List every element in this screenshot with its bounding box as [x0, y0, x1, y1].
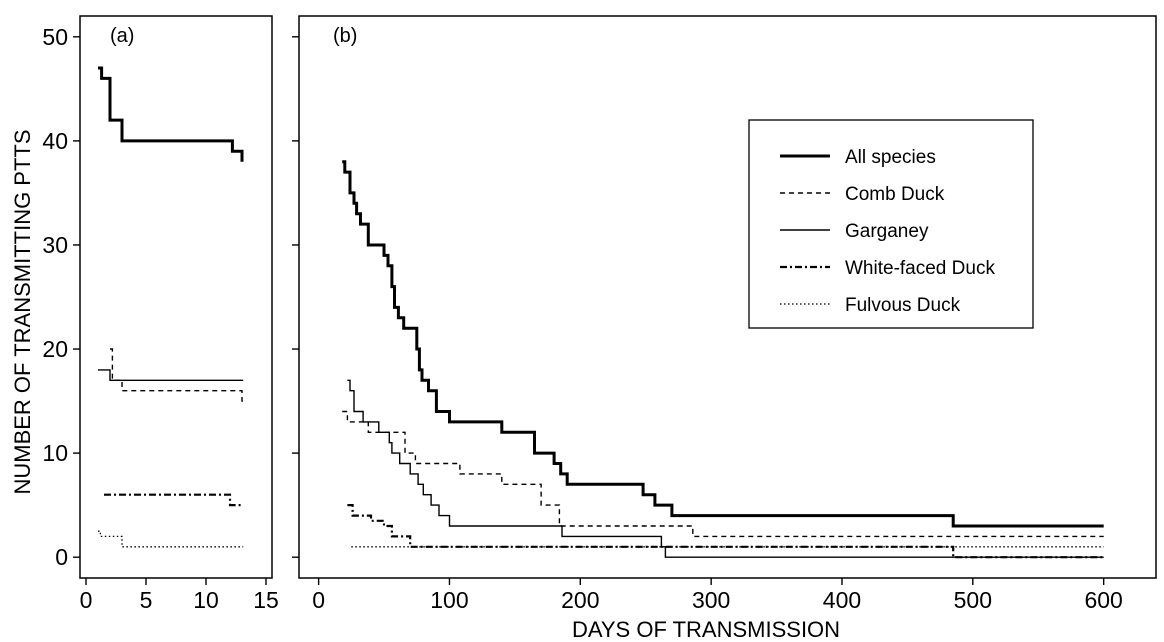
panel-b-x-tick-label: 500	[954, 587, 992, 613]
panel-b-x-tick-label: 400	[823, 587, 861, 613]
y-tick-label: 50	[42, 24, 68, 50]
panel-b-series-garganey	[347, 379, 1104, 558]
panel-a-frame	[79, 15, 273, 579]
panel-a-series-fulvous-duck	[98, 530, 244, 548]
panel-b-x-tick-label: 100	[430, 587, 468, 613]
panel-a-x-tick-label: 10	[193, 587, 219, 613]
panel-b-x-tick-label: 300	[692, 587, 730, 613]
legend: All species Comb Duck Garganey White-faced …	[748, 119, 1034, 329]
legend-label-garganey: Garganey	[845, 221, 929, 242]
x-axis-label: DAYS OF TRANSMISSION	[572, 617, 840, 642]
panel-b: (b) 0 100 200 300 400 500 600	[292, 15, 1157, 613]
y-tick-label: 10	[42, 440, 68, 466]
panel-b-series-comb-duck	[342, 410, 1104, 538]
panel-a-label: (a)	[110, 25, 134, 47]
panel-a-series-white-faced-duck	[104, 493, 244, 507]
panel-a-series-all-species	[98, 66, 244, 162]
legend-label-fulvous-duck: Fulvous Duck	[845, 295, 961, 316]
panel-a-x-tick-label: 0	[80, 587, 93, 613]
legend-label-all-species: All species	[845, 147, 936, 168]
y-tick-label: 20	[42, 336, 68, 362]
panel-b-label: (b)	[333, 25, 357, 47]
panel-a-series-garganey	[98, 369, 244, 381]
panel-b-frame	[298, 15, 1157, 579]
legend-label-white-faced-duck: White-faced Duck	[845, 258, 995, 279]
panel-b-x-tick-label: 200	[561, 587, 599, 613]
panel-b-series-white-faced-duck	[347, 504, 1104, 559]
panel-b-x-tick-label: 600	[1084, 587, 1122, 613]
panel-b-series-all-species	[342, 160, 1104, 528]
panel-a-x-tick-label: 5	[140, 587, 153, 613]
y-axis-label: NUMBER OF TRANSMITTING PTTS	[10, 129, 35, 494]
panel-a-x-tick-label: 15	[253, 587, 279, 613]
panel-b-x-tick-label: 0	[312, 587, 325, 613]
y-tick-label: 30	[42, 232, 68, 258]
panel-a: (a) 0 10 20 30 40 50 0 5 10 15	[42, 15, 279, 613]
y-tick-label: 40	[42, 128, 68, 154]
legend-label-comb-duck: Comb Duck	[845, 184, 945, 205]
y-tick-label: 0	[55, 544, 68, 570]
panel-a-series-comb-duck	[110, 348, 244, 402]
